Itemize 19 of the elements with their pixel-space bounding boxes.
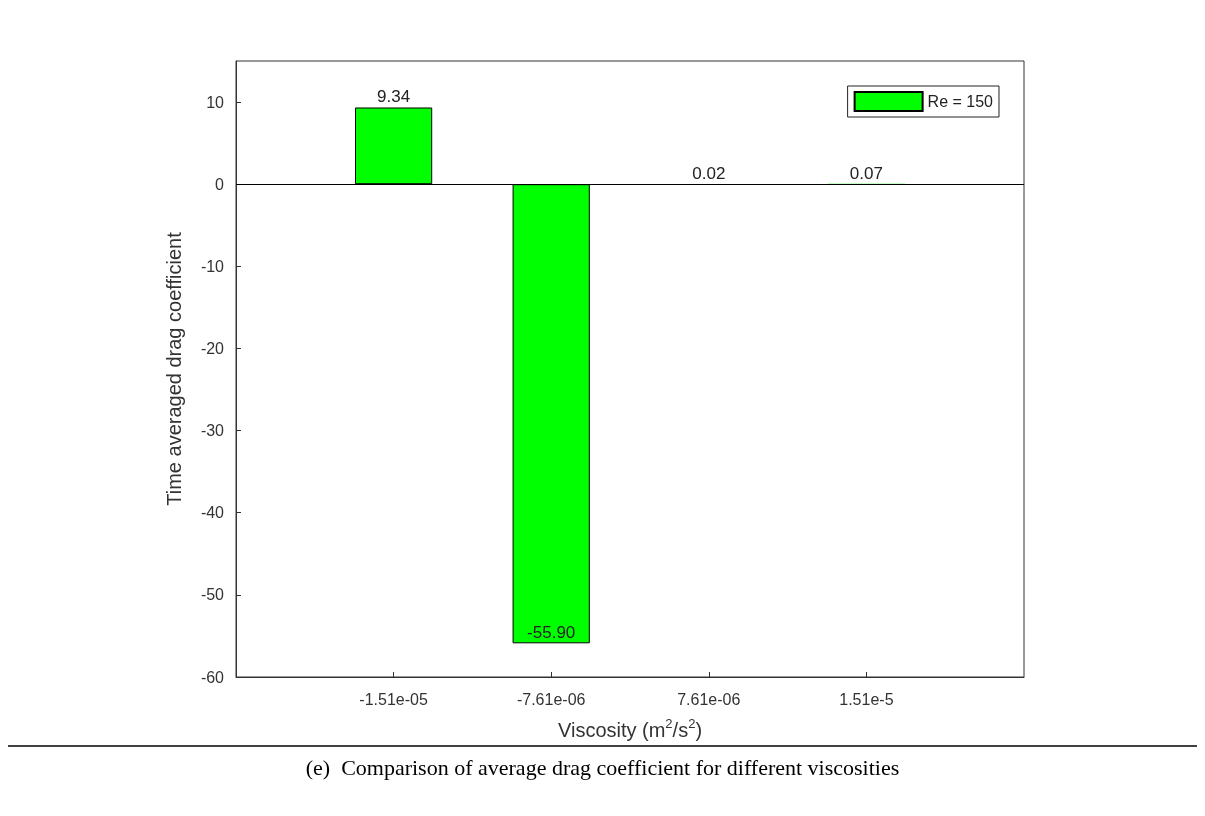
y-tick-label: -30: [200, 422, 225, 440]
data-label: -55.90: [527, 623, 576, 643]
y-tick-label: -40: [200, 504, 225, 522]
data-label: 9.34: [377, 87, 411, 107]
y-tick-label: 0: [215, 175, 225, 193]
x-tick-label: 7.61e-06: [677, 690, 741, 708]
data-label: 0.02: [692, 164, 726, 184]
text: (e) Comparison of average drag coefficient for different viscosities: [305, 754, 900, 780]
x-tick-label: 1.51e-5: [839, 690, 894, 708]
y-tick-label: -60: [200, 668, 225, 686]
y-axis-title: Time averaged drag coefficient: [163, 231, 185, 506]
data-label: 0.07: [849, 163, 883, 183]
y-tick-label: -10: [200, 257, 225, 275]
y-tick-label: 10: [206, 93, 225, 111]
x-tick-label: -7.61e-06: [516, 690, 586, 708]
y-tick-label: -50: [200, 586, 225, 604]
x-tick-label: -1.51e-05: [359, 690, 428, 708]
y-tick-label: -20: [200, 339, 225, 357]
legend-label: Re = 150: [927, 93, 994, 110]
